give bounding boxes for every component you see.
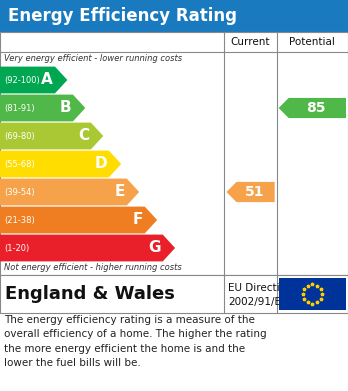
Polygon shape bbox=[279, 98, 346, 118]
Bar bbox=[0, 0, 348, 32]
Text: (55-68): (55-68) bbox=[4, 160, 35, 169]
Text: (21-38): (21-38) bbox=[4, 215, 35, 224]
Text: Energy Efficiency Rating: Energy Efficiency Rating bbox=[8, 7, 237, 25]
Text: Not energy efficient - higher running costs: Not energy efficient - higher running co… bbox=[4, 263, 182, 272]
Text: E: E bbox=[114, 185, 125, 199]
Bar bbox=[279, 278, 346, 310]
Text: (1-20): (1-20) bbox=[4, 244, 29, 253]
Text: B: B bbox=[59, 100, 71, 115]
Polygon shape bbox=[0, 123, 103, 149]
Polygon shape bbox=[0, 206, 157, 233]
Text: 2002/91/EC: 2002/91/EC bbox=[228, 297, 289, 307]
Polygon shape bbox=[0, 66, 67, 93]
Polygon shape bbox=[0, 151, 121, 178]
Text: The energy efficiency rating is a measure of the
overall efficiency of a home. T: The energy efficiency rating is a measur… bbox=[4, 315, 267, 368]
Text: 51: 51 bbox=[245, 185, 264, 199]
Text: (81-91): (81-91) bbox=[4, 104, 34, 113]
Text: England & Wales: England & Wales bbox=[5, 285, 175, 303]
Text: (69-80): (69-80) bbox=[4, 131, 35, 140]
Text: Very energy efficient - lower running costs: Very energy efficient - lower running co… bbox=[4, 54, 182, 63]
Text: (39-54): (39-54) bbox=[4, 188, 34, 197]
Text: G: G bbox=[148, 240, 161, 255]
Text: Current: Current bbox=[231, 37, 270, 47]
Polygon shape bbox=[227, 182, 275, 202]
Polygon shape bbox=[0, 95, 85, 121]
Text: A: A bbox=[41, 72, 53, 88]
Text: D: D bbox=[94, 156, 107, 172]
Text: Potential: Potential bbox=[290, 37, 335, 47]
Text: F: F bbox=[132, 212, 143, 228]
Bar bbox=[0, 275, 348, 313]
Text: 85: 85 bbox=[307, 101, 326, 115]
Polygon shape bbox=[0, 179, 139, 205]
Text: EU Directive: EU Directive bbox=[228, 283, 293, 293]
Polygon shape bbox=[0, 235, 175, 262]
Text: C: C bbox=[78, 129, 89, 143]
Text: (92-100): (92-100) bbox=[4, 75, 40, 84]
Bar bbox=[0, 32, 348, 275]
